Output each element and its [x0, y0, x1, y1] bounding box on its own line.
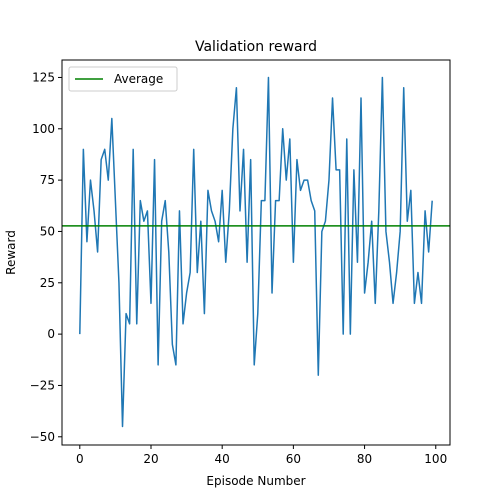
y-axis: −50 −25 0 25 50 75 100 125: [30, 70, 62, 444]
x-tick-label: 0: [76, 452, 84, 466]
series-line-reward: [79, 76, 433, 428]
x-tick-label: 20: [143, 452, 158, 466]
x-axis: 0 20 40 60 80 100: [76, 445, 447, 466]
y-tick-label: −50: [30, 430, 55, 444]
y-tick-label: 25: [40, 276, 55, 290]
x-tick-label: 80: [357, 452, 372, 466]
plot-area: [61, 59, 451, 446]
x-tick-label: 100: [424, 452, 447, 466]
y-tick-label: 50: [40, 224, 55, 238]
legend-label-average: Average: [114, 72, 163, 86]
legend-box: [68, 66, 178, 92]
y-tick-label: 75: [40, 173, 55, 187]
legend: Average: [68, 66, 178, 92]
x-axis-label: Episode Number: [206, 474, 305, 488]
y-tick-label: −25: [30, 378, 55, 392]
y-tick-label: 125: [32, 70, 55, 84]
x-tick-label: 40: [215, 452, 230, 466]
y-tick-label: 0: [47, 327, 55, 341]
y-tick-label: 100: [32, 122, 55, 136]
plot-frame: [61, 59, 451, 446]
y-axis-label: Reward: [4, 230, 18, 275]
x-tick-label: 60: [286, 452, 301, 466]
chart-title: Validation reward: [195, 39, 317, 55]
